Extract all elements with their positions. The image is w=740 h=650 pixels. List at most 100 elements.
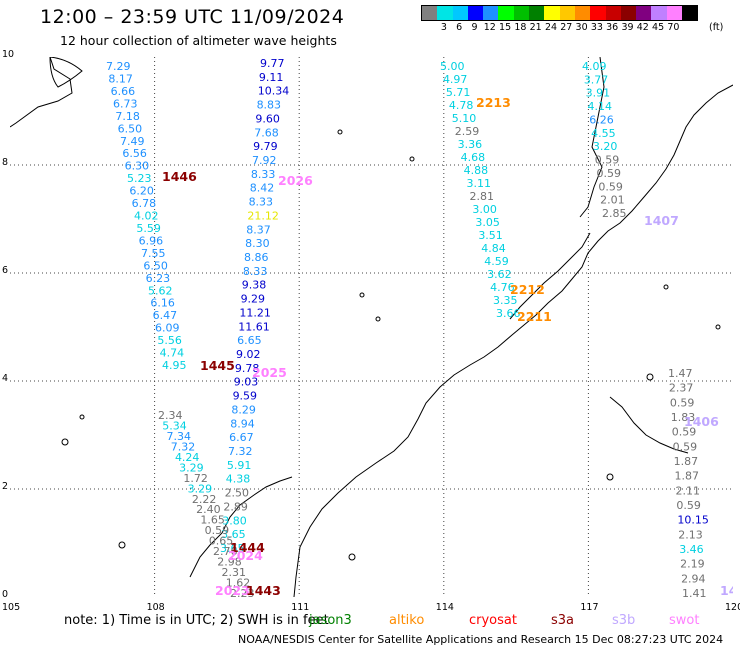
track-1446-value: 7.29 [106,60,131,73]
track-1446-value: 6.50 [118,122,142,135]
track-1445-value: 2.23 [230,587,255,597]
track-2026-value: 6.65 [237,334,262,347]
track-1445-value: 4.24 [175,451,200,464]
scale-label: 18 [514,22,527,33]
track-1446-value: 6.56 [122,147,147,160]
track-1445-value: 2.31 [222,566,247,579]
track-2026-value: 6.67 [229,431,254,444]
coastline-mindanao [609,396,689,454]
y-tick-label: 0 [2,589,9,600]
track-2026-value: 2.50 [225,487,250,500]
track-2026-value: 8.37 [246,223,270,236]
track-2026-value: 8.33 [249,196,273,209]
track-1406-value: 1.83 [671,411,696,424]
track-2026-value: 3.65 [220,542,245,555]
x-tick-label: 108 [146,602,165,613]
track-2026-value: 7.92 [252,154,277,167]
pass-label: 1445 [200,358,235,373]
pass-label: 1444 [230,540,265,555]
track-1406-value: 2.13 [678,528,703,541]
track-2026-value: 9.02 [236,348,261,361]
track-1446-value: 6.50 [143,259,168,272]
color-scale-swatches [421,5,699,21]
track-1446-value: 7.49 [120,135,145,148]
track-2026-value: 8.33 [251,168,276,181]
track-1406-value: 2.11 [675,484,700,497]
altimeter-map: 7.29 8.17 6.66 6.73 7.18 6.50 7.49 6.56 6.30 5.23… [9,56,740,618]
scale-swatch [651,6,667,20]
track-2026-value: 9.29 [241,293,265,306]
x-tick-label: 105 [2,602,21,613]
color-scale-labels: (ft) 3 6 9 12 15 18 21 24 27 30 33 36 39 42 45 70 [421,21,723,35]
satellite-s3a: s3a [551,613,575,628]
track-1406-value: 3.46 [679,543,704,556]
track-2213-value: 2.59 [455,125,480,138]
track-1445-value: 2.22 [192,493,217,506]
track-1406-value: 2.94 [681,572,706,585]
track-2026-value: 9.03 [234,376,259,389]
pass-labels: 1446 2026 2213 1407 2212 2211 1445 2025 1406 1444… [162,95,740,598]
track-2213-value: 3.66 [496,307,521,320]
pass-label: 2213 [476,95,511,110]
pass-label: 1446 [162,169,197,184]
track-1446-value: 6.66 [111,85,135,98]
track-2026-value: 8.42 [250,182,275,195]
track-2213-value: 4.68 [461,151,486,164]
track-1446-value: 5.56 [157,334,182,347]
track-1407-value: 3.77 [584,73,609,86]
track-2213-value: 3.62 [487,268,512,281]
track-2026-value: 9.38 [242,279,267,292]
track-1445-value: 2.76 [213,545,238,558]
track-1407-value: 4.55 [591,127,616,140]
track-1406-value: 1.87 [674,455,699,468]
track-1446-value: 6.23 [146,272,171,285]
track-2026-value: 21.12 [247,209,279,222]
scale-swatch [620,6,637,20]
coastline-hainan [49,56,83,88]
lat-lon-grid [10,57,733,597]
track-1407-value: 2.85 [602,207,627,220]
track-2213-value: 4.76 [490,281,514,294]
track-1407-value: 4.09 [582,60,607,73]
track-2026-value: 11.61 [238,320,269,333]
track-2213-value: 3.35 [493,294,517,307]
scale-swatch [498,6,514,20]
track-1407-value: 3.20 [593,140,618,153]
scale-label: 33 [590,22,603,33]
track-1406-value: 1.41 [682,587,707,597]
track-2026-value: 8.33 [243,265,268,278]
track-2026-value: 3.65 [221,528,246,541]
scale-swatch [513,6,530,20]
track-2213-value: 4.78 [449,99,474,112]
track-1406-value: 2.37 [669,382,694,395]
coastline-borneo [189,476,293,578]
pass-label: 2212 [510,282,545,297]
track-1446-value: 6.09 [155,322,180,335]
track-2026-value: 11.21 [239,306,271,319]
scale-swatch [605,6,621,20]
pass-label: 1407 [644,213,679,228]
track-1445-value: 0.65 [209,535,234,548]
track-1406-value: 0.59 [673,440,698,453]
track-1446-value: 6.78 [132,197,157,210]
x-tick-label: 117 [580,602,599,613]
y-tick-label: 6 [2,265,9,276]
track-2026-value: 5.91 [227,459,252,472]
pass-label: 2211 [517,309,552,324]
track-2213-value: 3.51 [478,229,503,242]
track-1445-value: 7.34 [166,430,191,443]
track-1446-value: 6.73 [113,97,138,110]
track-2213-value: 2.81 [469,190,494,203]
track-2026-value: 2.89 [223,500,248,513]
track-2026-value: 8.83 [257,99,282,112]
map-subtitle: 12 hour collection of altimeter wave hei… [60,33,337,48]
scale-swatch [574,6,591,20]
track-1445-value: 1.65 [200,514,225,527]
scale-swatch [666,6,683,20]
scale-label: 42 [636,22,649,33]
satellite-jason3: jason3 [309,613,352,628]
pass-label: 1405 [720,583,733,597]
track-2026-value: 8.29 [231,403,256,416]
track-2026-value: 9.78 [235,362,260,375]
satellite-altiko: altiko [389,613,425,628]
